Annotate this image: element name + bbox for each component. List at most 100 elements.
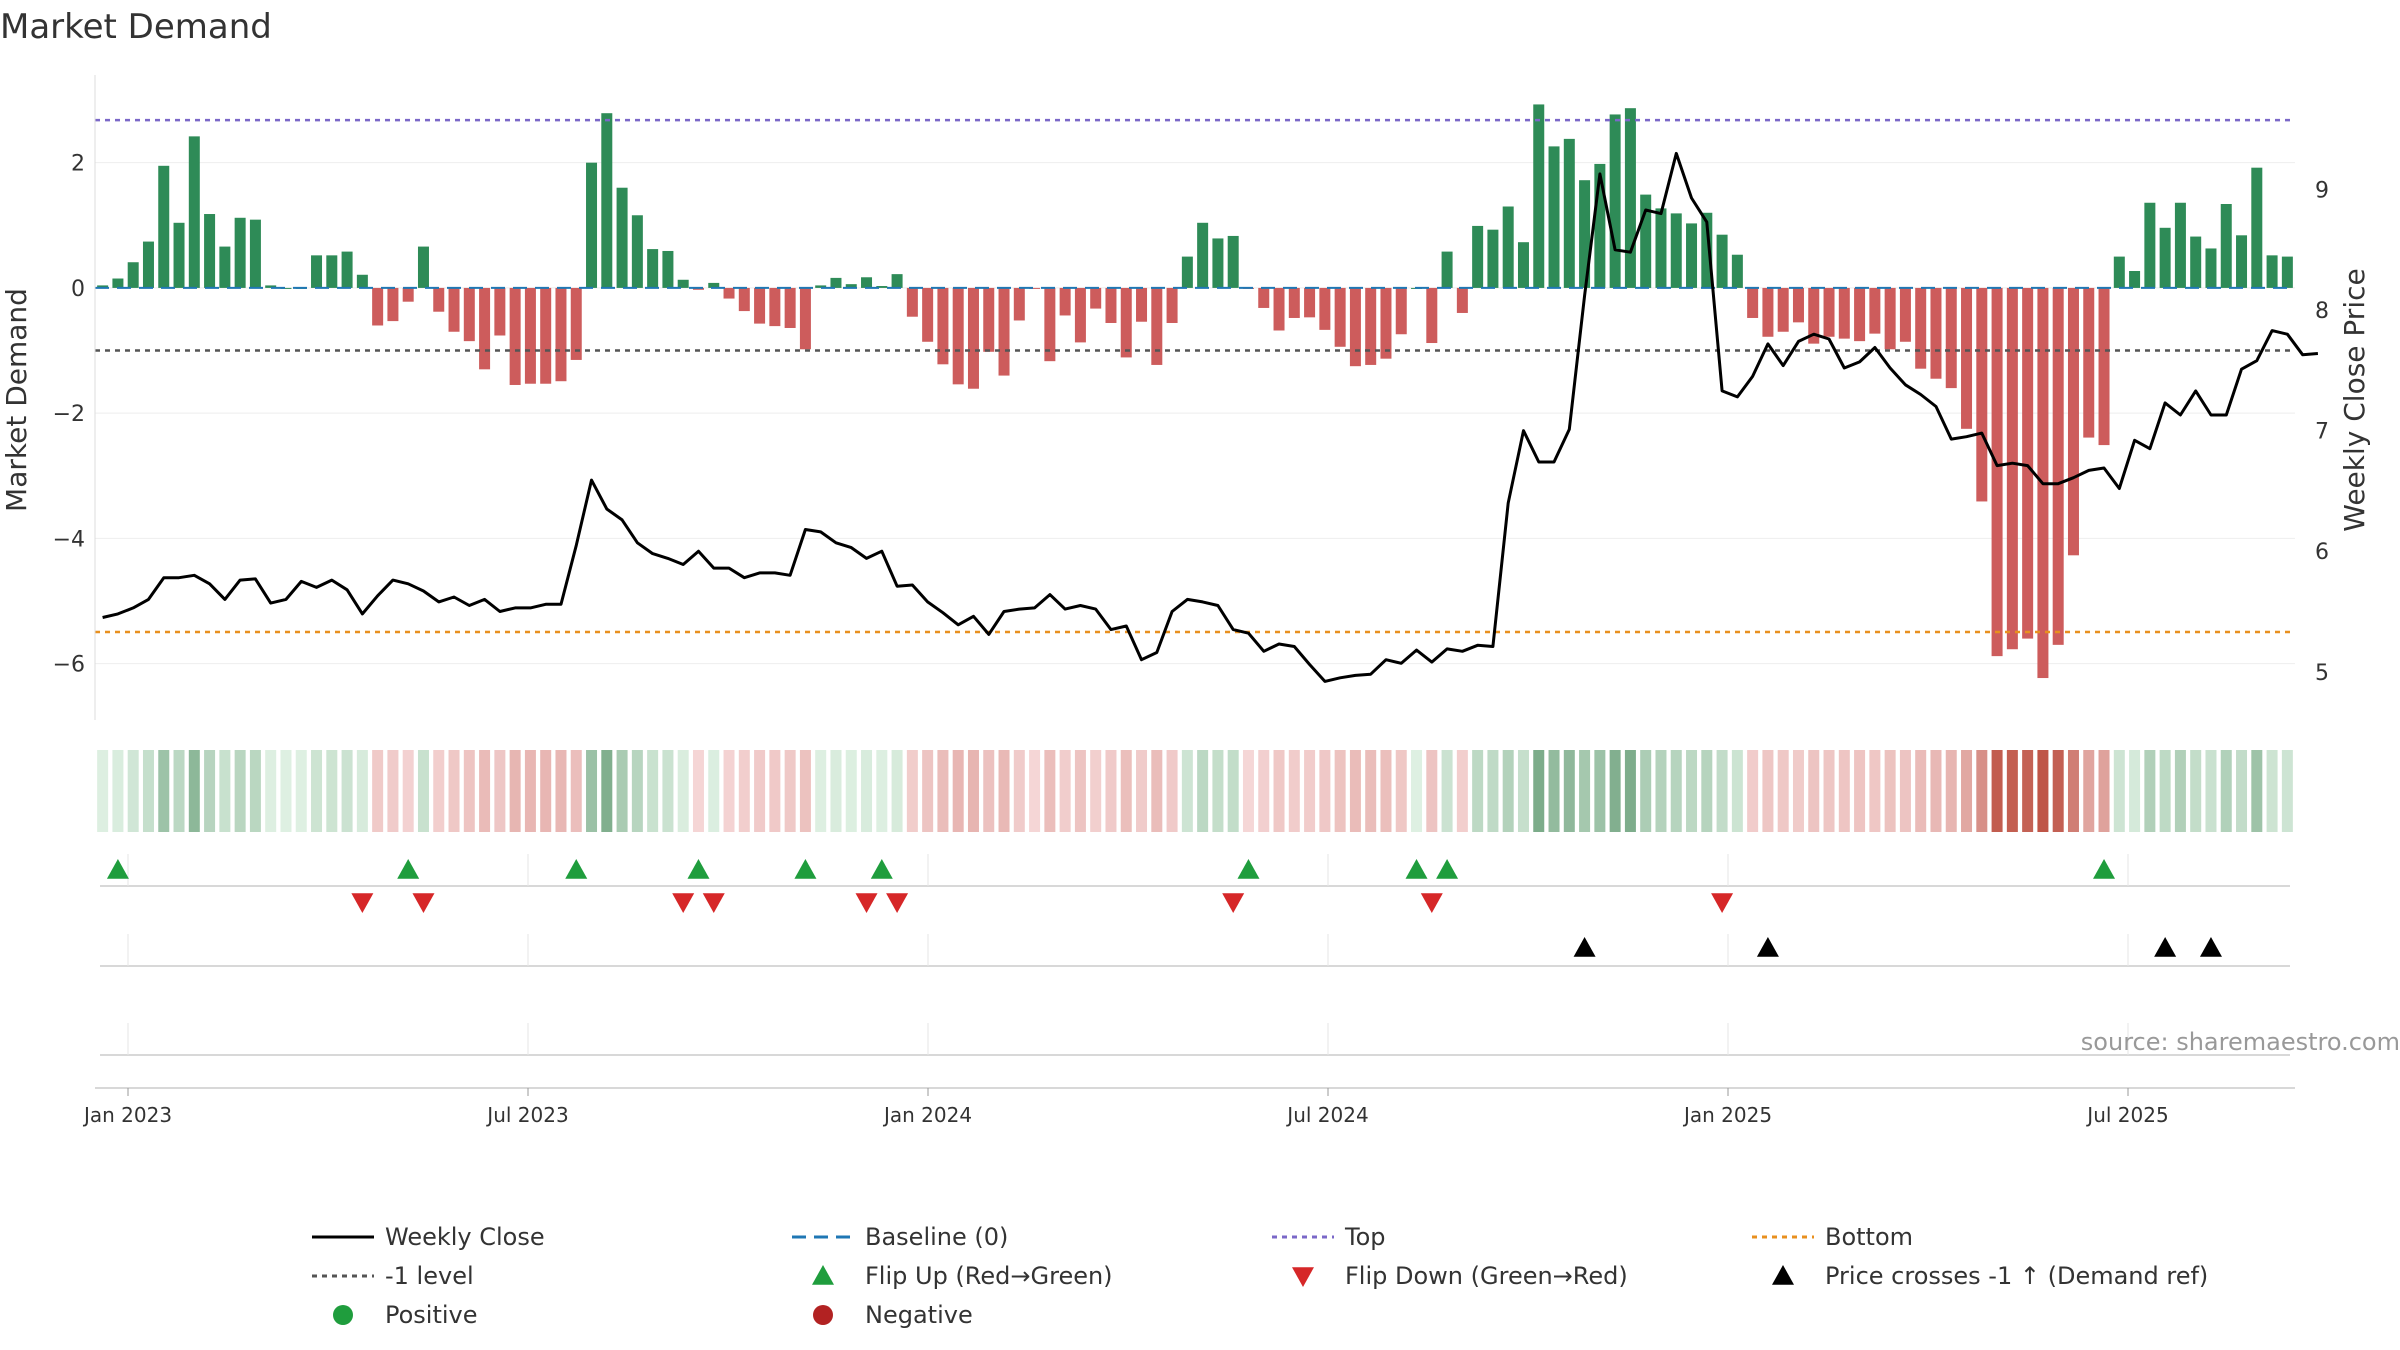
demand-bar [2083, 287, 2095, 438]
heat-cell [723, 750, 735, 832]
demand-bar [356, 274, 368, 288]
demand-bar [219, 246, 231, 288]
heat-cell [188, 750, 200, 832]
legend-label: Baseline (0) [865, 1223, 1008, 1251]
heat-cell [998, 750, 1010, 832]
demand-bar [906, 287, 918, 317]
demand-bar [1319, 287, 1331, 330]
axes: 2 0 −2 −4 −6 9 8 7 6 5 [53, 75, 2329, 720]
heat-cell [1197, 750, 1209, 832]
demand-bar [1686, 223, 1698, 288]
heat-cell [769, 750, 781, 832]
heat-cell [311, 750, 323, 832]
heat-cell [1655, 750, 1667, 832]
heat-cell [570, 750, 582, 832]
heat-cell [1334, 750, 1346, 832]
heat-cell [2205, 750, 2217, 832]
demand-bar [1930, 287, 1942, 379]
heat-cell [1533, 750, 1545, 832]
heat-cell [1365, 750, 1377, 832]
heat-cell [1915, 750, 1927, 832]
y2-tick-label: 8 [2315, 299, 2329, 324]
heat-cell [677, 750, 689, 832]
heat-cell [1777, 750, 1789, 832]
demand-bar [1731, 254, 1743, 288]
weekly-close-line [102, 151, 2319, 683]
demand-bar [1762, 287, 1774, 337]
heat-cell [845, 750, 857, 832]
demand-bar [1991, 287, 2003, 657]
heat-cell [1304, 750, 1316, 832]
heat-cell [830, 750, 842, 832]
demand-bar [1655, 208, 1667, 288]
demand-bar [631, 215, 643, 288]
demand-bar [188, 136, 200, 288]
demand-bar [1212, 238, 1224, 288]
heat-cell [601, 750, 613, 832]
demand-bar [1609, 114, 1621, 288]
heat-cell [494, 750, 506, 832]
legend-swatch [812, 1265, 834, 1285]
y-tick-label: 0 [71, 277, 85, 302]
heat-cell [1105, 750, 1117, 832]
heat-cell [2220, 750, 2232, 832]
demand-bar [1548, 146, 1560, 288]
demand-bar [1273, 287, 1285, 331]
heat-cell [112, 750, 124, 832]
y2-tick-label: 7 [2315, 420, 2329, 445]
signal-rows [100, 854, 2290, 1056]
heat-cell [1074, 750, 1086, 832]
demand-bar [2220, 204, 2232, 288]
heat-cell [1854, 750, 1866, 832]
heat-cell [1090, 750, 1102, 832]
heat-cell [1961, 750, 1973, 832]
y2-tick-label: 6 [2315, 540, 2329, 565]
demand-bar [754, 287, 766, 324]
demand-bar [1670, 213, 1682, 288]
demand-bar [1074, 287, 1086, 343]
heat-cell [1548, 750, 1560, 832]
price-cross-marker [2199, 937, 2222, 957]
demand-bar [1563, 138, 1575, 288]
demand-bar [173, 222, 185, 288]
heat-cell [2251, 750, 2263, 832]
heat-cell [417, 750, 429, 832]
demand-bar [341, 251, 353, 288]
demand-bar [142, 241, 154, 288]
source-note: source: sharemaestro.com [2081, 1028, 2400, 1056]
heat-cell [1640, 750, 1652, 832]
demand-bar [265, 285, 277, 288]
demand-bar [1945, 287, 1957, 389]
demand-bar [2067, 287, 2079, 556]
demand-heat-strip [97, 750, 2293, 832]
demand-bar [1227, 235, 1239, 288]
heat-cell [2052, 750, 2064, 832]
heat-cell [326, 750, 338, 832]
flip-up-marker [1237, 859, 1260, 879]
flip-down-marker [412, 893, 435, 913]
flip-up-marker [2093, 859, 2116, 879]
heat-cell [2174, 750, 2186, 832]
heat-cell [1319, 750, 1331, 832]
legend-swatch [333, 1305, 353, 1325]
heat-cell [2022, 750, 2034, 832]
demand-bar [922, 287, 934, 342]
demand-bar [601, 113, 613, 288]
demand-bar [2113, 256, 2125, 288]
x-axis: Jan 2023 Jul 2023 Jan 2024 Jul 2024 Jan 2025… [82, 1087, 2295, 1127]
heat-cell [1869, 750, 1881, 832]
x-tick-label: Jan 2024 [882, 1103, 972, 1127]
heat-cell [1517, 750, 1529, 832]
heat-cell [1242, 750, 1254, 832]
x-tick-label: Jul 2025 [2085, 1103, 2168, 1127]
heat-cell [1166, 750, 1178, 832]
demand-bar [616, 187, 628, 288]
heat-cell [952, 750, 964, 832]
flip-up-marker [1405, 859, 1428, 879]
heat-cell [97, 750, 109, 832]
heat-cell [983, 750, 995, 832]
demand-bar [2266, 255, 2278, 288]
heat-cell [2144, 750, 2156, 832]
y-tick-label: −6 [53, 653, 85, 678]
